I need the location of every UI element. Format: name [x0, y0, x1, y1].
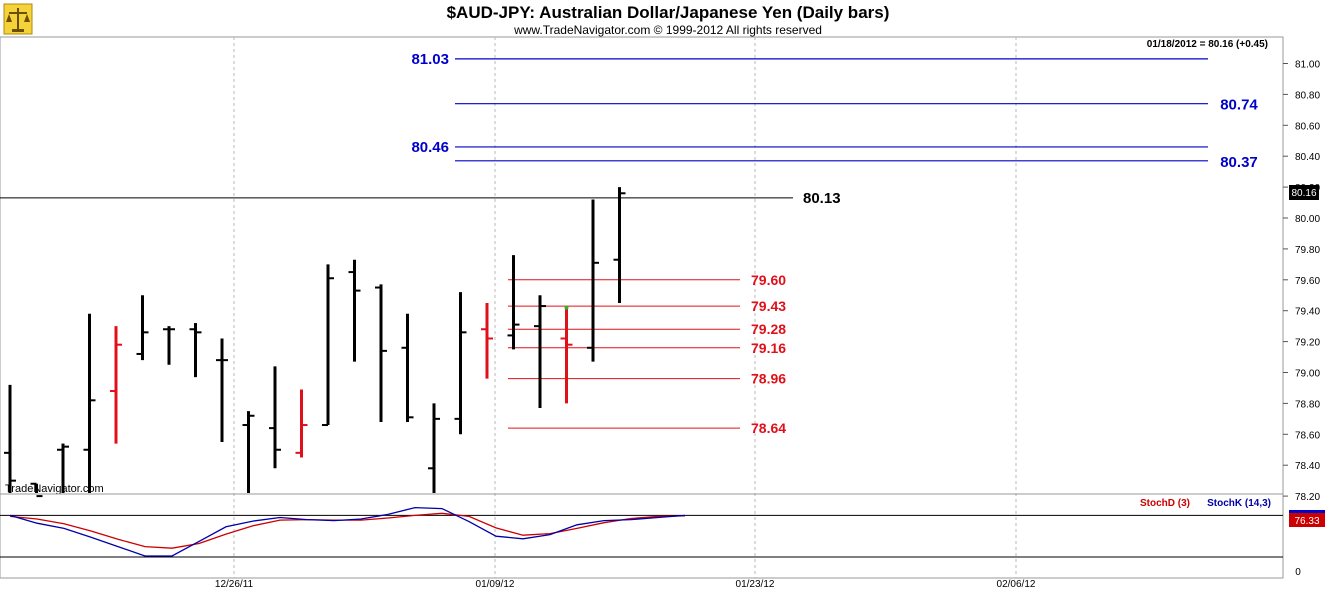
- ohlc-bar-6: [163, 326, 175, 365]
- plot-frame: [0, 36, 1284, 579]
- y-tick-label-6: 79.40: [1295, 307, 1320, 318]
- y-tick-label-0: 78.20: [1295, 492, 1320, 503]
- y-tick-label-9: 80.00: [1295, 214, 1320, 225]
- stoch-last-value: 76.33: [1294, 516, 1319, 527]
- watermark: TradeNavigator.com: [5, 483, 104, 495]
- last-price-marker: 80.16: [1289, 185, 1319, 200]
- stoch-d-legend: StochD (3): [1140, 498, 1190, 509]
- y-tick-label-11: 80.40: [1295, 152, 1320, 163]
- date-axis: 12/26/11 01/09/12 01/23/12 02/06/12: [215, 579, 1036, 590]
- last-price-label: 80.16: [1291, 188, 1316, 199]
- ohlc-bar-7: [189, 323, 202, 378]
- y-tick-label-12: 80.60: [1295, 121, 1320, 132]
- red-level-label-3: 79.16: [751, 340, 786, 356]
- ohlc-bar-20: [534, 295, 546, 409]
- ohlc-bar-8: [216, 338, 228, 443]
- y-tick-label-2: 78.60: [1295, 430, 1320, 441]
- logo: [3, 3, 33, 35]
- ohlc-bar-2: [57, 443, 69, 493]
- ohlc-bar-5: [136, 295, 149, 361]
- ohlc-bar-15: [401, 313, 414, 422]
- y-tick-label-4: 79.00: [1295, 369, 1320, 380]
- scales-icon: [3, 3, 33, 35]
- blue-level-label-0: 81.03: [411, 51, 449, 68]
- stoch-k-swatch: [1289, 510, 1325, 514]
- stoch-zero-label: 0: [1295, 567, 1301, 578]
- ohlc-bar-10: [269, 366, 281, 469]
- ohlc-bar-22: [587, 199, 599, 362]
- ohlc-bar-11: [295, 389, 308, 458]
- price-bars: [4, 187, 626, 498]
- y-tick-label-13: 80.80: [1295, 90, 1320, 101]
- ohlc-bar-1: [30, 482, 43, 498]
- x-tick-label-1: 01/09/12: [476, 579, 515, 590]
- ohlc-bar-4: [110, 326, 122, 444]
- ohlc-bar-13: [348, 259, 361, 362]
- blue-level-label-2: 80.46: [411, 139, 449, 156]
- red-level-label-4: 78.96: [751, 371, 786, 387]
- ohlc-bar-16: [428, 403, 440, 493]
- red-level-label-2: 79.28: [751, 321, 786, 337]
- price-levels: 81.03 80.74 80.46 80.37 80.13 79.60 79.43 79.28…: [0, 51, 1258, 436]
- ohlc-bar-23: [613, 187, 626, 303]
- ohlc-bar-3: [83, 313, 96, 493]
- y-tick-label-3: 78.80: [1295, 399, 1320, 410]
- quote-readout: 01/18/2012 = 80.16 (+0.45): [1147, 39, 1268, 50]
- red-level-label-0: 79.60: [751, 272, 786, 288]
- y-tick-label-14: 81.00: [1295, 60, 1320, 71]
- grid: [233, 37, 1017, 578]
- y-tick-label-5: 79.20: [1295, 338, 1320, 349]
- ohlc-bar-18: [481, 302, 493, 379]
- y-tick-label-7: 79.60: [1295, 276, 1320, 287]
- stoch-k-legend: StochK (14,3): [1207, 498, 1271, 509]
- blue-level-label-3: 80.37: [1220, 154, 1258, 171]
- stoch-value-box: [1289, 513, 1325, 527]
- copyright-subtitle: www.TradeNavigator.com © 1999-2012 All r…: [513, 23, 822, 37]
- blue-level-label-1: 80.74: [1220, 97, 1258, 114]
- ohlc-bar-0: [4, 384, 16, 493]
- x-tick-label-0: 12/26/11: [215, 579, 254, 590]
- ohlc-bar-19: [507, 255, 520, 350]
- stochastic-panel: StochD (3) StochK (14,3) 76.33 0: [0, 498, 1325, 578]
- red-level-label-5: 78.64: [751, 420, 786, 436]
- green-dot-marker: [564, 305, 569, 310]
- chart-title: $AUD-JPY: Australian Dollar/Japanese Yen…: [447, 3, 890, 22]
- ohlc-bar-17: [454, 292, 467, 435]
- red-level-label-1: 79.43: [751, 298, 786, 314]
- ohlc-bar-12: [322, 264, 334, 427]
- y-tick-label-1: 78.40: [1295, 461, 1320, 472]
- y-tick-label-8: 79.80: [1295, 245, 1320, 256]
- ohlc-bar-14: [375, 284, 387, 422]
- black-level-label: 80.13: [803, 190, 841, 207]
- stoch-k-line: [9, 506, 686, 557]
- ohlc-bar-21: [560, 307, 573, 404]
- ohlc-bar-9: [242, 411, 255, 493]
- x-tick-label-2: 01/23/12: [736, 579, 775, 590]
- x-tick-label-3: 02/06/12: [997, 579, 1036, 590]
